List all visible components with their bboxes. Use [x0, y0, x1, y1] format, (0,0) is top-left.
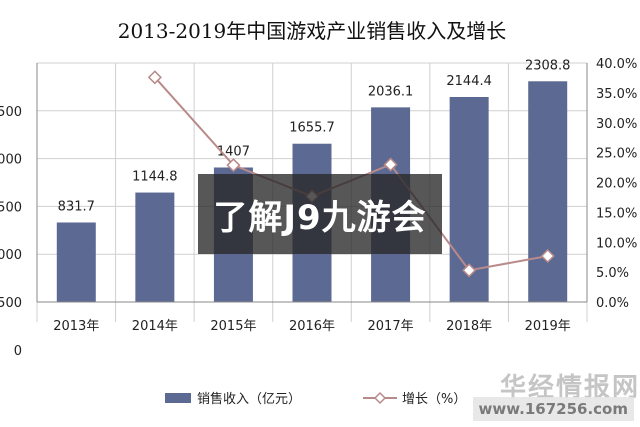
x-tick-label: 2016年 — [289, 319, 335, 334]
growth-point — [147, 70, 162, 85]
axes: 500 000 500 000 500 0 40.0% 35.0% 30.0% 25.0% 20.0… — [0, 57, 637, 359]
y-right-tick-label: 40.0% — [596, 57, 637, 72]
growth-point — [462, 263, 477, 278]
overlay-banner: 了解J9九游会 — [198, 174, 442, 254]
legend-label-revenue: 销售收入（亿元） — [197, 391, 301, 407]
y-left-tick-label: 500 — [0, 105, 22, 120]
bar — [56, 222, 96, 302]
y-right-tick-label: 20.0% — [596, 177, 637, 192]
y-left-tick-label: 500 — [0, 200, 22, 215]
y-left-tick-label: 000 — [0, 153, 22, 168]
legend-label-growth: 增长（%） — [402, 392, 466, 407]
bar — [528, 81, 568, 302]
bar-data-label: 2036.1 — [368, 84, 414, 99]
overlay-text: 了解J9九游会 — [213, 197, 427, 238]
x-tick-label: 2014年 — [132, 319, 178, 334]
growth-point — [383, 157, 398, 172]
y-right-tick-label: 0.0% — [596, 296, 629, 311]
legend-swatch-revenue — [165, 393, 191, 403]
bar-data-label: 831.7 — [58, 199, 95, 214]
y-right-tick-label: 25.0% — [596, 147, 637, 162]
chart-title: 2013-2019年中国游戏产业销售收入及增长 — [118, 19, 507, 43]
growth-point — [226, 158, 241, 173]
growth-point — [540, 248, 555, 264]
x-tick-label: 2015年 — [210, 319, 256, 334]
y-right-tick-label: 15.0% — [596, 206, 637, 221]
bar-data-label: 2144.4 — [446, 74, 492, 89]
bar — [135, 192, 175, 302]
y-right-tick-label: 10.0% — [596, 236, 637, 251]
bar-data-label: 1144.8 — [132, 170, 178, 185]
bar-data-label: 2308.8 — [525, 58, 571, 73]
x-tick-label: 2019年 — [525, 319, 571, 334]
y-right-tick-label: 30.0% — [596, 117, 637, 132]
y-left-tick-label: 000 — [0, 248, 22, 263]
bar-data-label: 1655.7 — [289, 121, 335, 136]
legend-marker-growth — [373, 391, 387, 405]
y-left-tick-label: 0 — [14, 344, 22, 359]
y-right-tick-label: 5.0% — [596, 266, 629, 281]
watermark: 华经情报网 www.167256.com — [450, 367, 640, 427]
x-tick-label: 2018年 — [446, 319, 492, 334]
x-tick-label: 2013年 — [53, 319, 99, 334]
y-right-tick-label: 35.0% — [596, 87, 637, 102]
x-tick-label: 2017年 — [368, 319, 414, 334]
y-left-tick-label: 500 — [0, 296, 22, 311]
legend: 销售收入（亿元） 增长（%） — [165, 391, 466, 407]
watermark-url: www.167256.com — [472, 397, 634, 421]
